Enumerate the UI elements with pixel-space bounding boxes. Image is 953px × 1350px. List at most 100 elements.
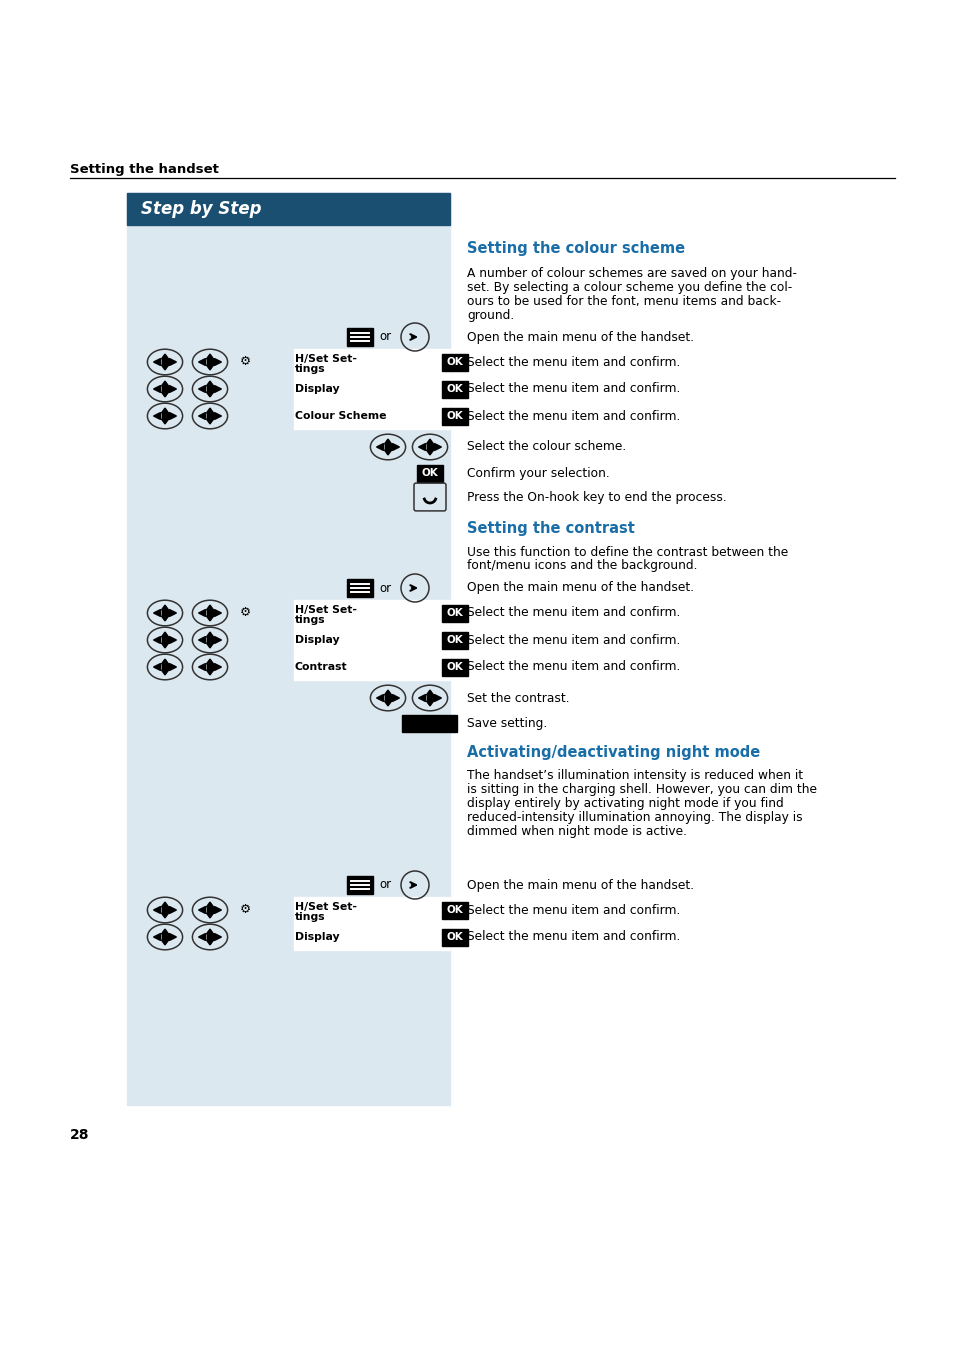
Polygon shape <box>206 670 213 675</box>
Polygon shape <box>206 418 213 424</box>
Text: OK: OK <box>446 634 463 645</box>
Text: ⚙: ⚙ <box>239 903 251 915</box>
Bar <box>441 902 468 918</box>
Polygon shape <box>170 933 176 941</box>
Polygon shape <box>170 359 176 366</box>
Polygon shape <box>418 694 425 702</box>
Bar <box>294 653 450 680</box>
Bar <box>162 907 168 913</box>
Text: ⚙: ⚙ <box>239 355 251 367</box>
Polygon shape <box>153 359 160 366</box>
Polygon shape <box>161 354 169 359</box>
Bar <box>294 626 450 653</box>
Polygon shape <box>384 690 391 695</box>
Polygon shape <box>426 690 433 695</box>
Bar <box>207 664 213 670</box>
Polygon shape <box>153 413 160 420</box>
Text: Colour Scheme: Colour Scheme <box>294 410 386 421</box>
Polygon shape <box>206 354 213 359</box>
Text: H/Set Set-: H/Set Set- <box>294 902 356 913</box>
Polygon shape <box>170 413 176 420</box>
Text: Display: Display <box>294 634 339 645</box>
Bar <box>294 404 450 429</box>
Polygon shape <box>206 659 213 664</box>
Bar <box>127 193 450 1106</box>
Bar <box>441 381 468 397</box>
Text: Setting the colour scheme: Setting the colour scheme <box>467 240 684 255</box>
Text: The handset’s illumination intensity is reduced when it: The handset’s illumination intensity is … <box>467 769 802 783</box>
Polygon shape <box>161 940 169 945</box>
Bar <box>347 328 373 346</box>
Text: H/Set Set-: H/Set Set- <box>294 354 356 364</box>
Polygon shape <box>161 605 169 610</box>
Bar <box>402 714 457 732</box>
Bar <box>162 359 168 364</box>
Text: Contrast: Contrast <box>294 662 347 672</box>
Text: Display: Display <box>294 931 339 942</box>
Polygon shape <box>434 694 441 702</box>
Text: Use this function to define the contrast between the: Use this function to define the contrast… <box>467 545 787 559</box>
Polygon shape <box>170 386 176 393</box>
Text: ground.: ground. <box>467 309 514 321</box>
Text: Open the main menu of the handset.: Open the main menu of the handset. <box>467 331 694 343</box>
Text: tings: tings <box>294 364 325 374</box>
Polygon shape <box>376 444 383 451</box>
Bar <box>162 664 168 670</box>
Bar <box>427 444 433 450</box>
Bar <box>347 579 373 597</box>
Text: OK: OK <box>446 904 463 915</box>
Polygon shape <box>214 359 221 366</box>
Polygon shape <box>206 913 213 918</box>
Polygon shape <box>206 902 213 907</box>
Polygon shape <box>392 694 399 702</box>
Polygon shape <box>214 906 221 914</box>
Bar <box>441 929 468 945</box>
Polygon shape <box>198 359 206 366</box>
Text: OK: OK <box>421 468 438 478</box>
Text: A number of colour schemes are saved on your hand-: A number of colour schemes are saved on … <box>467 266 796 279</box>
Polygon shape <box>214 663 221 671</box>
Bar <box>162 934 168 940</box>
Text: OK: OK <box>446 356 463 367</box>
Polygon shape <box>161 659 169 664</box>
Text: 28: 28 <box>70 1129 90 1142</box>
Text: Select the menu item and confirm.: Select the menu item and confirm. <box>467 930 679 944</box>
Bar <box>441 632 468 648</box>
Polygon shape <box>161 364 169 370</box>
Bar <box>441 659 468 675</box>
Bar <box>127 193 450 225</box>
Bar <box>294 923 450 950</box>
Text: Confirm your selection.: Confirm your selection. <box>467 467 609 479</box>
Text: ⚙: ⚙ <box>239 606 251 618</box>
Polygon shape <box>384 439 391 444</box>
Polygon shape <box>214 609 221 617</box>
Polygon shape <box>153 663 160 671</box>
Polygon shape <box>214 636 221 644</box>
Polygon shape <box>153 386 160 393</box>
Polygon shape <box>161 418 169 424</box>
Polygon shape <box>161 929 169 934</box>
Polygon shape <box>198 663 206 671</box>
Polygon shape <box>198 933 206 941</box>
Polygon shape <box>426 701 433 706</box>
Polygon shape <box>206 364 213 370</box>
Bar <box>416 464 442 482</box>
Bar <box>207 359 213 364</box>
Text: is sitting in the charging shell. However, you can dim the: is sitting in the charging shell. Howeve… <box>467 783 816 796</box>
Text: Activating/deactivating night mode: Activating/deactivating night mode <box>467 745 760 760</box>
Text: OK: OK <box>446 383 463 394</box>
Bar <box>207 934 213 940</box>
Text: Open the main menu of the handset.: Open the main menu of the handset. <box>467 879 694 891</box>
Polygon shape <box>392 444 399 451</box>
Polygon shape <box>214 386 221 393</box>
Text: Step by Step: Step by Step <box>141 200 261 217</box>
Polygon shape <box>161 392 169 397</box>
Polygon shape <box>153 636 160 644</box>
Polygon shape <box>206 616 213 621</box>
Polygon shape <box>153 609 160 617</box>
Text: font/menu icons and the background.: font/menu icons and the background. <box>467 559 697 572</box>
Polygon shape <box>206 929 213 934</box>
Polygon shape <box>206 643 213 648</box>
Bar <box>385 695 391 701</box>
Polygon shape <box>161 902 169 907</box>
